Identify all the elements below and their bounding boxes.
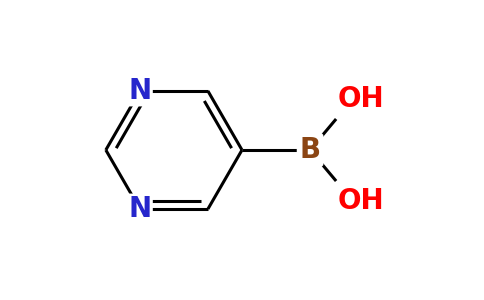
Text: N: N <box>128 77 151 105</box>
Text: B: B <box>300 136 321 164</box>
Text: OH: OH <box>338 187 385 214</box>
Text: N: N <box>128 195 151 223</box>
Text: OH: OH <box>338 85 385 113</box>
